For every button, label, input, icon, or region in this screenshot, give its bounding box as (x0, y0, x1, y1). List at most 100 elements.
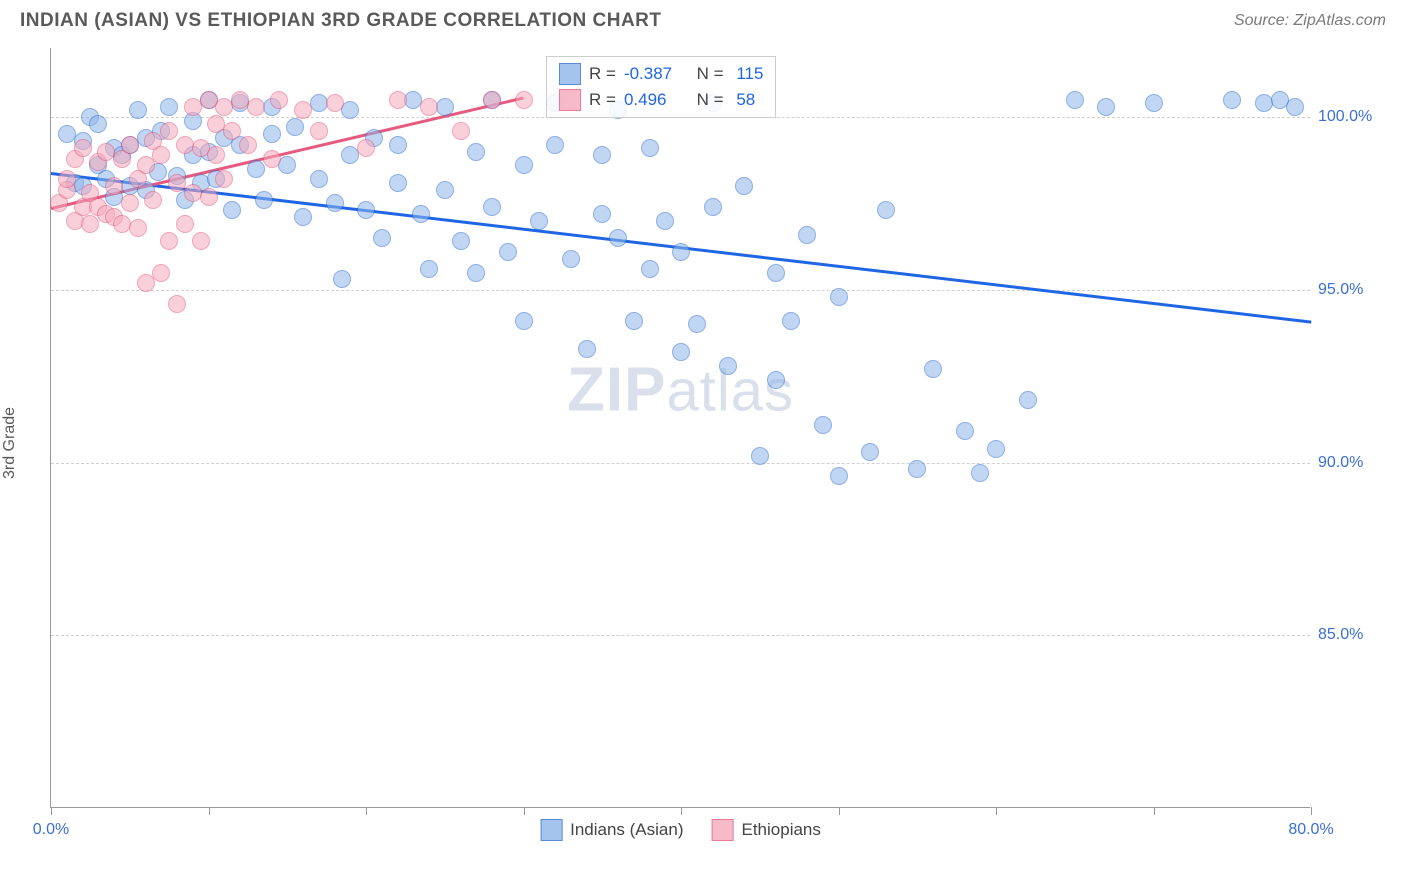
data-point (704, 198, 722, 216)
y-tick-label: 95.0% (1318, 281, 1388, 299)
data-point (436, 181, 454, 199)
gridline (51, 290, 1310, 291)
series-name: Indians (Asian) (570, 820, 683, 840)
data-point (357, 201, 375, 219)
data-point (373, 229, 391, 247)
data-point (908, 460, 926, 478)
data-point (341, 101, 359, 119)
data-point (483, 91, 501, 109)
data-point (767, 264, 785, 282)
x-tick (366, 807, 367, 815)
data-point (1286, 98, 1304, 116)
data-point (255, 191, 273, 209)
data-point (719, 357, 737, 375)
data-point (129, 101, 147, 119)
data-point (452, 122, 470, 140)
legend-n-value: 115 (732, 64, 764, 84)
correlation-legend: R =-0.387 N = 115 R =0.496 N = 58 (546, 56, 776, 118)
data-point (152, 264, 170, 282)
data-point (278, 156, 296, 174)
data-point (144, 191, 162, 209)
data-point (861, 443, 879, 461)
plot-area: ZIPatlas 85.0%90.0%95.0%100.0%0.0%80.0%R… (50, 48, 1310, 808)
data-point (129, 219, 147, 237)
data-point (215, 170, 233, 188)
legend-r-label: R = (589, 90, 616, 110)
data-point (160, 122, 178, 140)
data-point (641, 139, 659, 157)
data-point (656, 212, 674, 230)
data-point (207, 146, 225, 164)
data-point (105, 177, 123, 195)
data-point (1066, 91, 1084, 109)
data-point (814, 416, 832, 434)
data-point (515, 156, 533, 174)
data-point (333, 270, 351, 288)
data-point (625, 312, 643, 330)
x-tick (839, 807, 840, 815)
data-point (1097, 98, 1115, 116)
series-name: Ethiopians (742, 820, 821, 840)
data-point (782, 312, 800, 330)
x-tick (209, 807, 210, 815)
data-point (58, 170, 76, 188)
x-tick (681, 807, 682, 815)
data-point (688, 315, 706, 333)
legend-r-label: R = (589, 64, 616, 84)
x-tick (1154, 807, 1155, 815)
data-point (389, 136, 407, 154)
data-point (609, 229, 627, 247)
data-point (515, 312, 533, 330)
data-point (310, 122, 328, 140)
data-point (310, 170, 328, 188)
x-tick (996, 807, 997, 815)
data-point (160, 98, 178, 116)
data-point (121, 194, 139, 212)
data-point (294, 208, 312, 226)
data-point (294, 101, 312, 119)
data-point (326, 194, 344, 212)
data-point (160, 232, 178, 250)
legend-swatch (712, 819, 734, 841)
data-point (263, 150, 281, 168)
y-axis-label: 3rd Grade (1, 407, 19, 479)
series-legend-item: Ethiopians (712, 819, 821, 841)
x-tick (51, 807, 52, 815)
data-point (971, 464, 989, 482)
data-point (137, 156, 155, 174)
data-point (467, 264, 485, 282)
x-tick-label: 80.0% (1288, 821, 1333, 839)
data-point (389, 174, 407, 192)
data-point (735, 177, 753, 195)
data-point (877, 201, 895, 219)
data-point (578, 340, 596, 358)
x-tick (1311, 807, 1312, 815)
x-tick-label: 0.0% (33, 821, 69, 839)
data-point (326, 94, 344, 112)
data-point (137, 274, 155, 292)
data-point (286, 118, 304, 136)
data-point (81, 215, 99, 233)
data-point (263, 125, 281, 143)
data-point (223, 201, 241, 219)
data-point (389, 91, 407, 109)
data-point (270, 91, 288, 109)
series-legend: Indians (Asian) Ethiopians (540, 819, 821, 841)
chart-container: 3rd Grade ZIPatlas 85.0%90.0%95.0%100.0%… (0, 38, 1406, 848)
legend-row: R =-0.387 N = 115 (559, 63, 763, 85)
legend-row: R =0.496 N = 58 (559, 89, 763, 111)
data-point (924, 360, 942, 378)
data-point (357, 139, 375, 157)
data-point (830, 467, 848, 485)
y-tick-label: 90.0% (1318, 454, 1388, 472)
chart-title: INDIAN (ASIAN) VS ETHIOPIAN 3RD GRADE CO… (20, 10, 662, 32)
data-point (152, 146, 170, 164)
data-point (239, 136, 257, 154)
data-point (593, 146, 611, 164)
data-point (420, 260, 438, 278)
data-point (593, 205, 611, 223)
legend-n-value: 58 (732, 90, 756, 110)
data-point (467, 143, 485, 161)
data-point (192, 232, 210, 250)
data-point (420, 98, 438, 116)
